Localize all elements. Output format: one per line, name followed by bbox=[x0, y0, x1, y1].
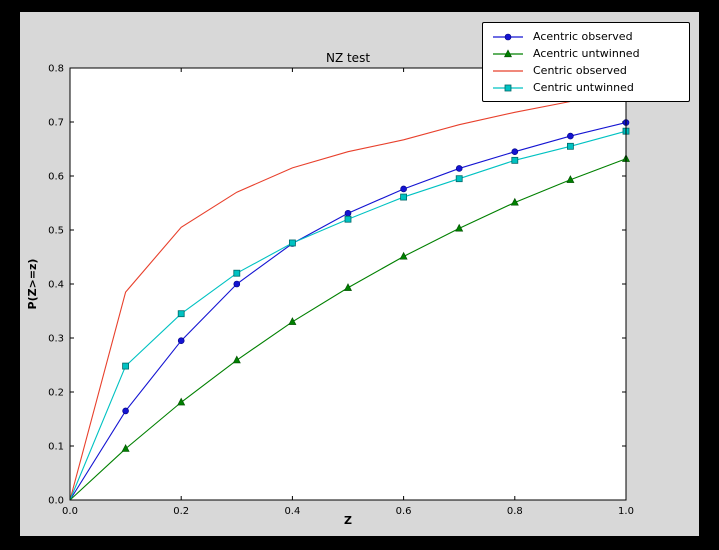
x-tick-label: 1.0 bbox=[618, 506, 634, 517]
data-point-marker bbox=[567, 132, 574, 140]
data-point-marker bbox=[344, 215, 352, 223]
y-tick-label: 0.7 bbox=[48, 118, 64, 129]
legend-item-acentric-untwinned: Acentric untwinned bbox=[491, 45, 683, 62]
legend-label: Centric observed bbox=[533, 64, 627, 77]
y-tick-label: 0.0 bbox=[48, 496, 64, 507]
data-point-marker bbox=[455, 223, 464, 232]
legend-item-acentric-observed: Acentric observed bbox=[491, 28, 683, 45]
data-point-marker bbox=[233, 269, 241, 277]
data-point-marker bbox=[566, 175, 575, 183]
legend-item-centric-observed: Centric observed bbox=[491, 62, 683, 79]
legend-item-centric-untwinned: Centric untwinned bbox=[491, 79, 683, 96]
legend-line-sample bbox=[493, 33, 523, 40]
series-line-centric-observed bbox=[69, 90, 627, 501]
data-point-marker bbox=[288, 239, 296, 247]
legend-label: Acentric observed bbox=[533, 30, 633, 43]
legend-label: Acentric untwinned bbox=[533, 47, 640, 60]
data-point-marker bbox=[344, 209, 352, 217]
data-point-marker bbox=[400, 185, 407, 193]
legend-line-sample bbox=[493, 69, 523, 72]
data-point-marker bbox=[455, 165, 463, 172]
data-point-marker bbox=[504, 33, 512, 40]
y-axis-label: P(Z>=z) bbox=[26, 259, 39, 310]
chart-plot-area: 0.0 0.2 0.4 0.6 0.8 1.0 0.0 0.1 0.2 0.3 0.4 0.5 0.6 0… bbox=[48, 64, 634, 518]
x-tick-label: 0.6 bbox=[396, 506, 412, 517]
chart-svg: 0.0 0.2 0.4 0.6 0.8 1.0 0.0 0.1 0.2 0.3 0.4 0.5 0.6 0… bbox=[26, 51, 634, 527]
data-point-marker bbox=[288, 317, 297, 325]
data-point-marker bbox=[232, 355, 241, 364]
x-tick-label: 0.0 bbox=[62, 506, 78, 517]
data-point-marker bbox=[344, 283, 352, 291]
data-point-marker bbox=[233, 280, 241, 288]
y-tick-label: 0.1 bbox=[48, 442, 64, 453]
x-tick-label: 0.4 bbox=[284, 506, 300, 517]
data-point-marker bbox=[510, 197, 519, 206]
data-point-marker bbox=[567, 142, 574, 150]
data-point-marker bbox=[504, 48, 512, 57]
y-tick-label: 0.5 bbox=[48, 226, 64, 237]
data-point-marker bbox=[121, 444, 130, 452]
legend: Acentric observed Acentric untwinned Centr… bbox=[482, 22, 690, 102]
chart-title: NZ test bbox=[326, 51, 370, 65]
x-tick-label: 0.8 bbox=[507, 506, 523, 517]
legend-label: Centric untwinned bbox=[533, 81, 634, 94]
x-axis-label: Z bbox=[344, 514, 352, 527]
data-point-marker bbox=[122, 407, 129, 415]
legend-line-sample bbox=[493, 48, 523, 57]
legend-line-sample bbox=[493, 84, 523, 91]
y-tick-label: 0.8 bbox=[48, 64, 64, 75]
data-point-marker bbox=[511, 148, 519, 155]
y-tick-label: 0.3 bbox=[48, 334, 64, 345]
axes-frame bbox=[69, 67, 627, 501]
data-point-marker bbox=[504, 84, 512, 91]
y-tick-label: 0.6 bbox=[48, 172, 64, 183]
data-point-marker bbox=[122, 362, 129, 370]
data-point-marker bbox=[399, 251, 408, 260]
data-point-marker bbox=[511, 156, 519, 164]
data-point-marker bbox=[177, 310, 185, 318]
data-point-marker bbox=[177, 337, 185, 345]
y-tick-label: 0.4 bbox=[48, 280, 64, 291]
data-point-marker bbox=[455, 175, 463, 183]
data-point-marker bbox=[177, 397, 186, 406]
figure: 0.0 0.2 0.4 0.6 0.8 1.0 0.0 0.1 0.2 0.3 0.4 0.5 0.6 0… bbox=[20, 12, 699, 536]
data-point-marker bbox=[400, 193, 408, 201]
x-tick-label: 0.2 bbox=[173, 506, 189, 517]
y-tick-label: 0.2 bbox=[48, 388, 64, 399]
